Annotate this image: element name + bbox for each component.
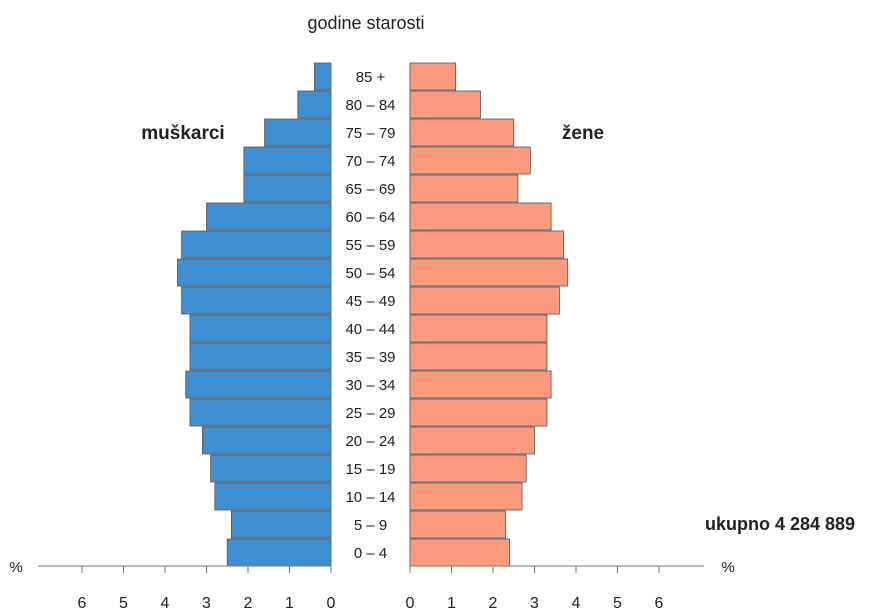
left-x-tick-label: 3 <box>202 595 211 612</box>
age-group-label: 70 – 74 <box>345 153 395 170</box>
chart-title: godine starosti <box>307 13 424 33</box>
right-x-tick-label: 2 <box>489 595 498 612</box>
right-x-tick-label: 0 <box>406 595 415 612</box>
age-group-label: 15 – 19 <box>345 461 395 478</box>
female-bar <box>409 62 457 91</box>
male-bar <box>243 146 332 175</box>
left-x-tick-label: 5 <box>119 595 128 612</box>
age-group-label: 35 – 39 <box>345 349 395 366</box>
female-bar <box>409 370 552 399</box>
male-bar <box>189 342 332 371</box>
male-bar <box>210 454 332 483</box>
age-group-label: 0 – 4 <box>354 545 387 562</box>
right-x-tick-label: 5 <box>613 595 622 612</box>
age-group-label: 55 – 59 <box>345 237 395 254</box>
right-percent-unit: % <box>721 559 734 576</box>
male-bar <box>181 286 332 315</box>
male-bar <box>189 314 332 343</box>
age-group-label: 50 – 54 <box>345 265 395 282</box>
male-bar <box>243 174 332 203</box>
left-x-tick-label: 2 <box>244 595 253 612</box>
female-bar <box>409 202 552 231</box>
male-bar <box>185 370 332 399</box>
male-bar <box>177 258 332 287</box>
age-group-label: 5 – 9 <box>354 517 387 534</box>
male-bar <box>189 398 332 427</box>
female-bar <box>409 426 535 455</box>
left-percent-unit: % <box>9 559 22 576</box>
female-bar <box>409 398 548 427</box>
right-x-tick-label: 3 <box>530 595 539 612</box>
female-bar <box>409 314 548 343</box>
age-group-label: 60 – 64 <box>345 209 395 226</box>
age-group-label: 40 – 44 <box>345 321 395 338</box>
age-group-label: 25 – 29 <box>345 405 395 422</box>
left-x-tick-label: 0 <box>327 595 336 612</box>
left-x-tick-label: 1 <box>285 595 294 612</box>
male-bar <box>226 538 332 567</box>
left-x-tick-label: 4 <box>161 595 170 612</box>
male-bar <box>230 510 332 539</box>
female-bar <box>409 258 569 287</box>
age-group-label: 65 – 69 <box>345 181 395 198</box>
right-x-tick-label: 4 <box>572 595 581 612</box>
male-bar <box>264 118 332 147</box>
age-group-label: 30 – 34 <box>345 377 395 394</box>
right-x-tick-label: 6 <box>655 595 664 612</box>
female-bar <box>409 174 519 203</box>
male-bar <box>181 230 332 259</box>
male-series-label: muškarci <box>141 123 224 144</box>
left-x-tick-label: 6 <box>78 595 87 612</box>
age-group-label: 45 – 49 <box>345 293 395 310</box>
male-bar <box>297 90 332 119</box>
female-bar <box>409 510 506 539</box>
male-bar <box>201 426 332 455</box>
female-bar <box>409 118 515 147</box>
total-population-label: ukupno 4 284 889 <box>705 514 855 534</box>
female-bar <box>409 146 531 175</box>
female-bar <box>409 482 523 511</box>
female-bar <box>409 538 510 567</box>
age-group-label: 75 – 79 <box>345 125 395 142</box>
male-bar <box>214 482 332 511</box>
age-group-label: 20 – 24 <box>345 433 395 450</box>
male-bar <box>313 62 332 91</box>
age-group-label: 10 – 14 <box>345 489 395 506</box>
female-bar <box>409 90 481 119</box>
female-bar <box>409 230 564 259</box>
right-x-tick-label: 1 <box>447 595 456 612</box>
female-bar <box>409 286 560 315</box>
female-bar <box>409 454 527 483</box>
age-group-label: 80 – 84 <box>345 97 395 114</box>
female-bar <box>409 342 548 371</box>
age-group-label: 85 + <box>356 69 386 86</box>
male-bar <box>206 202 332 231</box>
female-series-label: žene <box>562 123 604 144</box>
